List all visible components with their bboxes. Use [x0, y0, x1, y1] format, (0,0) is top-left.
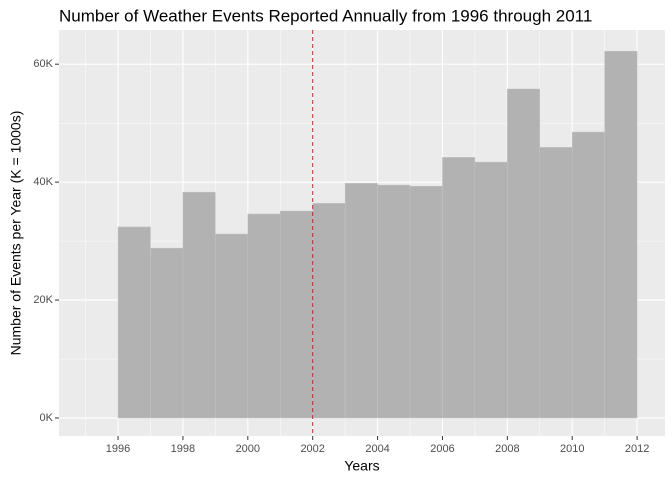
- bar: [150, 247, 184, 419]
- bar: [571, 131, 605, 419]
- chart-title: Number of Weather Events Reported Annual…: [59, 6, 592, 25]
- x-tick-label: 1998: [171, 443, 195, 455]
- bar: [377, 184, 411, 419]
- x-tick-label: 2006: [430, 443, 454, 455]
- x-tick-label: 2002: [300, 443, 324, 455]
- bar: [279, 210, 313, 419]
- y-axis-title: Number of Events per Year (K = 1000s): [8, 111, 24, 356]
- y-tick-label: 20K: [33, 294, 53, 306]
- x-tick-label: 2012: [625, 443, 649, 455]
- y-tick-label: 0K: [40, 412, 54, 424]
- bar: [117, 226, 151, 419]
- bar: [312, 203, 346, 419]
- bar: [247, 213, 281, 419]
- x-tick-label: 2008: [495, 443, 519, 455]
- bar: [344, 183, 378, 419]
- x-tick-label: 2000: [236, 443, 260, 455]
- x-axis-title: Years: [344, 458, 379, 474]
- bar: [507, 88, 541, 419]
- bar: [409, 186, 443, 419]
- bar: [182, 191, 216, 419]
- y-tick-label: 60K: [33, 58, 53, 70]
- x-tick-label: 2010: [560, 443, 584, 455]
- bar: [604, 50, 638, 419]
- bar: [474, 161, 508, 419]
- x-tick-label: 2004: [365, 443, 389, 455]
- x-tick-label: 1996: [106, 443, 130, 455]
- bar: [442, 157, 476, 419]
- y-tick-label: 40K: [33, 176, 53, 188]
- bar: [215, 233, 249, 419]
- bar: [539, 147, 573, 419]
